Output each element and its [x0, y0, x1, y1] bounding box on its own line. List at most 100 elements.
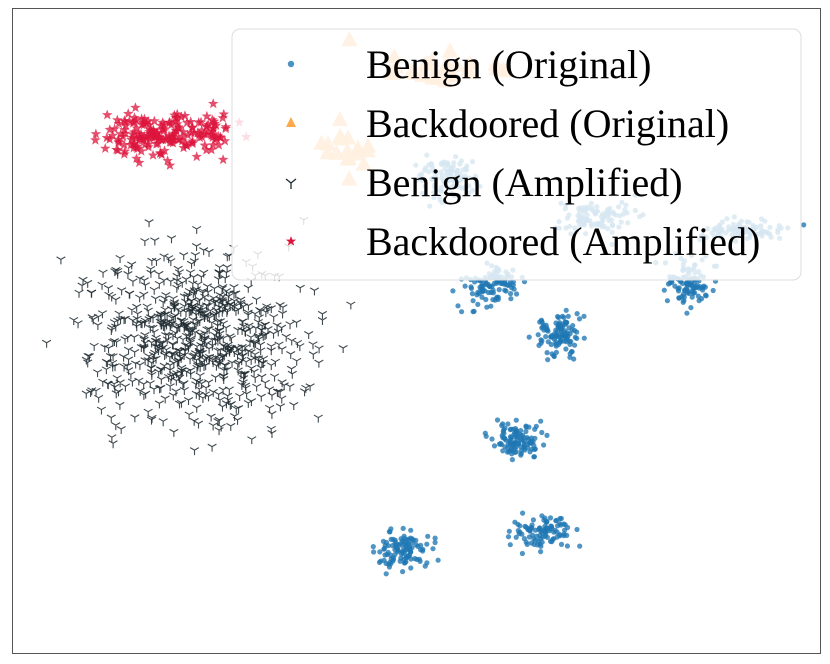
data-point [161, 132, 172, 143]
data-point [269, 313, 279, 322]
data-point [189, 417, 199, 426]
data-point [127, 378, 138, 387]
data-point [229, 284, 239, 292]
data-point [185, 367, 196, 376]
data-point [174, 122, 185, 133]
data-point [408, 527, 414, 533]
data-point [214, 299, 224, 308]
data-point [83, 279, 93, 288]
data-point [115, 316, 126, 325]
data-point [554, 333, 560, 339]
data-point [286, 351, 296, 360]
legend: Benign (Original) Backdoored (Original) … [231, 28, 802, 281]
data-point [164, 255, 174, 264]
data-point [424, 541, 430, 547]
data-point [131, 153, 142, 163]
data-point [572, 342, 578, 348]
data-point [107, 130, 118, 140]
data-point [521, 536, 528, 542]
data-point [139, 277, 149, 286]
data-point [181, 332, 192, 341]
data-point [178, 142, 189, 153]
data-point [149, 286, 159, 295]
data-point [432, 535, 438, 541]
data-point [488, 303, 494, 309]
data-point [401, 545, 407, 551]
data-point [507, 279, 514, 285]
data-point [177, 131, 189, 142]
legend-entry-benign-amplified: Benign (Amplified) [285, 160, 683, 205]
data-point [295, 284, 305, 293]
data-point [142, 303, 152, 312]
data-point [396, 542, 402, 548]
data-point [256, 308, 266, 316]
data-point [549, 523, 555, 530]
data-point [120, 120, 132, 131]
data-point [119, 124, 130, 135]
data-point [241, 390, 252, 399]
data-point [132, 140, 143, 151]
data-point [508, 291, 514, 297]
data-point [96, 406, 107, 415]
data-point [479, 294, 485, 300]
data-point [270, 358, 280, 367]
data-point [136, 145, 147, 156]
data-point [144, 316, 154, 325]
legend-entry-backdoored-original: Backdoored (Original) [286, 101, 729, 146]
data-point [555, 523, 561, 529]
data-point [501, 427, 507, 433]
data-point [193, 361, 203, 370]
data-point [89, 342, 99, 351]
data-point [107, 434, 117, 443]
data-point [531, 536, 537, 542]
data-point [193, 307, 204, 316]
data-point [238, 303, 249, 312]
data-point [162, 155, 173, 166]
data-point [148, 324, 158, 333]
data-point [532, 426, 538, 432]
data-point [215, 318, 225, 327]
data-point [160, 311, 170, 320]
data-point [176, 399, 187, 408]
data-point [338, 345, 348, 354]
data-point [112, 374, 122, 383]
data-point [222, 253, 232, 262]
data-point [388, 536, 394, 543]
data-point [581, 335, 587, 341]
data-point [574, 526, 580, 533]
data-point [532, 446, 538, 452]
data-point [450, 288, 456, 294]
data-point [123, 346, 134, 355]
data-point [145, 324, 155, 333]
data-point [696, 285, 702, 291]
data-point [229, 303, 239, 312]
data-point [177, 364, 187, 373]
data-point [147, 371, 157, 380]
data-point [425, 533, 431, 539]
data-point [130, 414, 140, 423]
data-point [108, 440, 118, 449]
data-point [196, 302, 206, 311]
data-point [308, 351, 318, 360]
data-point [308, 341, 318, 350]
data-point [574, 335, 580, 341]
data-point [548, 538, 554, 545]
data-point [127, 117, 139, 128]
legend-box [231, 28, 802, 281]
data-point [155, 366, 166, 375]
data-point [135, 361, 145, 370]
data-point [515, 441, 521, 447]
data-point [483, 433, 489, 439]
data-point [233, 361, 243, 370]
data-point [229, 290, 239, 299]
data-point [154, 400, 165, 409]
data-point [158, 339, 168, 348]
data-point [208, 98, 219, 109]
data-point [201, 121, 212, 132]
data-point [184, 411, 194, 420]
data-point [191, 151, 202, 162]
data-point [525, 526, 531, 532]
data-point [381, 546, 387, 552]
data-point [209, 134, 221, 145]
data-point [144, 119, 155, 130]
